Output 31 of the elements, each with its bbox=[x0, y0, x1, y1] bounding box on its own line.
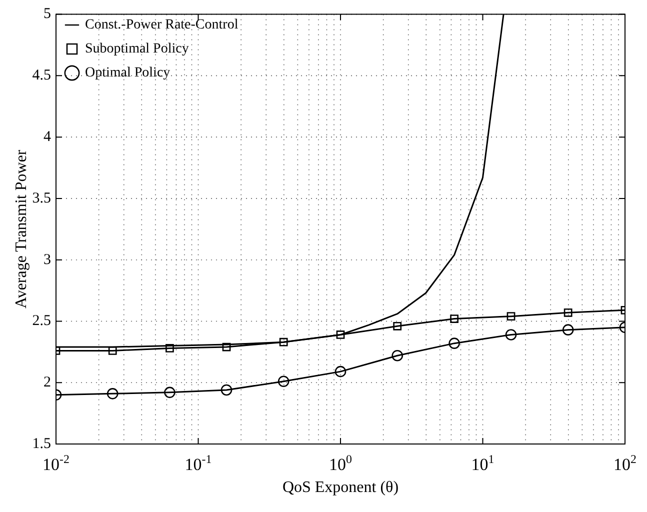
point bbox=[336, 330, 345, 339]
point bbox=[222, 342, 231, 352]
point bbox=[450, 314, 458, 323]
point bbox=[564, 308, 572, 317]
y-tick-label: 3.5 bbox=[32, 190, 51, 206]
y-axis-title: Average Transmit Power bbox=[13, 149, 30, 309]
point bbox=[279, 338, 288, 346]
point bbox=[392, 350, 404, 362]
point bbox=[220, 384, 232, 396]
legend-label: Optimal Policy bbox=[85, 66, 170, 81]
point bbox=[166, 344, 174, 352]
y-tick-label: 2.5 bbox=[32, 313, 51, 330]
point bbox=[278, 376, 290, 388]
point bbox=[334, 366, 346, 378]
y-tick-label: 3 bbox=[44, 252, 51, 268]
y-tick-label: 1.5 bbox=[32, 436, 51, 452]
y-tick-label: 2 bbox=[44, 374, 51, 391]
point bbox=[505, 329, 517, 340]
point bbox=[448, 338, 460, 349]
point bbox=[164, 386, 176, 398]
point bbox=[562, 324, 574, 336]
y-tick-label: 5 bbox=[44, 6, 51, 22]
y-tick-label: 4 bbox=[44, 129, 52, 146]
legend-label: Const.-Power Rate-Control bbox=[85, 18, 238, 33]
x-axis-title: QoS Exponent (θ) bbox=[282, 479, 399, 496]
y-tick-label: 4.5 bbox=[32, 68, 51, 84]
point bbox=[393, 322, 402, 330]
legend-label: Suboptimal Policy bbox=[85, 42, 189, 57]
point bbox=[108, 346, 117, 355]
point bbox=[506, 312, 516, 321]
point bbox=[106, 388, 118, 400]
